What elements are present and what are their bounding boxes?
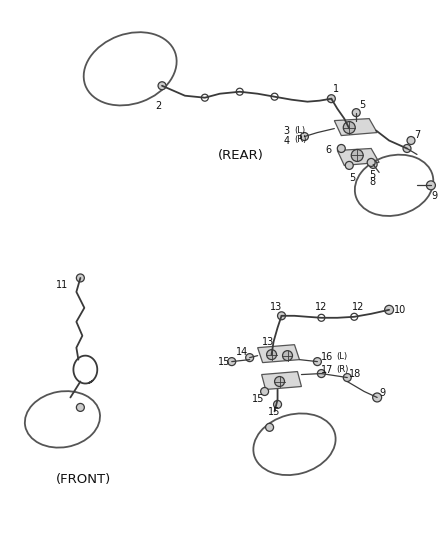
Circle shape	[76, 403, 85, 411]
Circle shape	[343, 374, 351, 382]
Circle shape	[373, 393, 381, 402]
Circle shape	[367, 158, 375, 166]
Text: 15: 15	[252, 394, 264, 405]
Circle shape	[318, 314, 325, 321]
Text: 5: 5	[349, 173, 356, 183]
Text: 2: 2	[155, 101, 161, 111]
Circle shape	[246, 353, 254, 361]
Circle shape	[327, 95, 336, 103]
Text: 14: 14	[236, 346, 248, 357]
Circle shape	[275, 376, 285, 386]
Text: 5: 5	[369, 171, 375, 180]
Text: (L): (L)	[294, 126, 306, 135]
Circle shape	[369, 160, 377, 168]
Circle shape	[385, 305, 394, 314]
Circle shape	[351, 149, 363, 161]
Text: (FRONT): (FRONT)	[56, 473, 111, 486]
Text: 4: 4	[283, 135, 290, 146]
Circle shape	[407, 136, 415, 144]
Circle shape	[345, 161, 353, 169]
Text: 8: 8	[369, 177, 375, 187]
Text: 1: 1	[333, 84, 339, 94]
Text: 17: 17	[321, 365, 334, 375]
Text: 12: 12	[315, 302, 328, 312]
Text: 11: 11	[56, 280, 68, 290]
Circle shape	[265, 423, 274, 431]
Text: 18: 18	[349, 368, 361, 378]
Circle shape	[201, 94, 208, 101]
Polygon shape	[334, 119, 377, 135]
Circle shape	[300, 133, 308, 141]
Circle shape	[268, 351, 276, 359]
Circle shape	[278, 312, 286, 320]
Text: (R): (R)	[294, 135, 307, 144]
Circle shape	[76, 274, 85, 282]
Circle shape	[158, 82, 166, 90]
Circle shape	[351, 313, 358, 320]
Circle shape	[283, 351, 293, 361]
Text: 3: 3	[283, 126, 290, 135]
Text: 15: 15	[218, 357, 230, 367]
Text: 13: 13	[261, 337, 274, 346]
Circle shape	[236, 88, 243, 95]
Circle shape	[403, 144, 411, 152]
Polygon shape	[258, 345, 300, 362]
Text: 7: 7	[414, 130, 420, 140]
Circle shape	[228, 358, 236, 366]
Circle shape	[314, 358, 321, 366]
Text: 13: 13	[269, 302, 282, 312]
Text: 16: 16	[321, 352, 334, 361]
Circle shape	[343, 122, 355, 134]
Polygon shape	[337, 149, 379, 165]
Circle shape	[337, 144, 345, 152]
Text: (REAR): (REAR)	[218, 149, 264, 162]
Text: (R): (R)	[336, 365, 349, 374]
Text: 9: 9	[379, 389, 385, 399]
Text: 9: 9	[431, 191, 437, 201]
Circle shape	[261, 387, 268, 395]
Circle shape	[267, 350, 276, 360]
Polygon shape	[261, 372, 301, 390]
Text: (L): (L)	[336, 352, 347, 361]
Text: 12: 12	[352, 302, 364, 312]
Circle shape	[271, 93, 278, 100]
Circle shape	[274, 400, 282, 408]
Circle shape	[352, 109, 360, 117]
Text: 10: 10	[394, 305, 406, 315]
Text: 15: 15	[268, 407, 280, 417]
Text: 5: 5	[359, 100, 365, 110]
Circle shape	[318, 369, 325, 377]
Text: 6: 6	[325, 146, 332, 156]
Circle shape	[427, 181, 435, 190]
